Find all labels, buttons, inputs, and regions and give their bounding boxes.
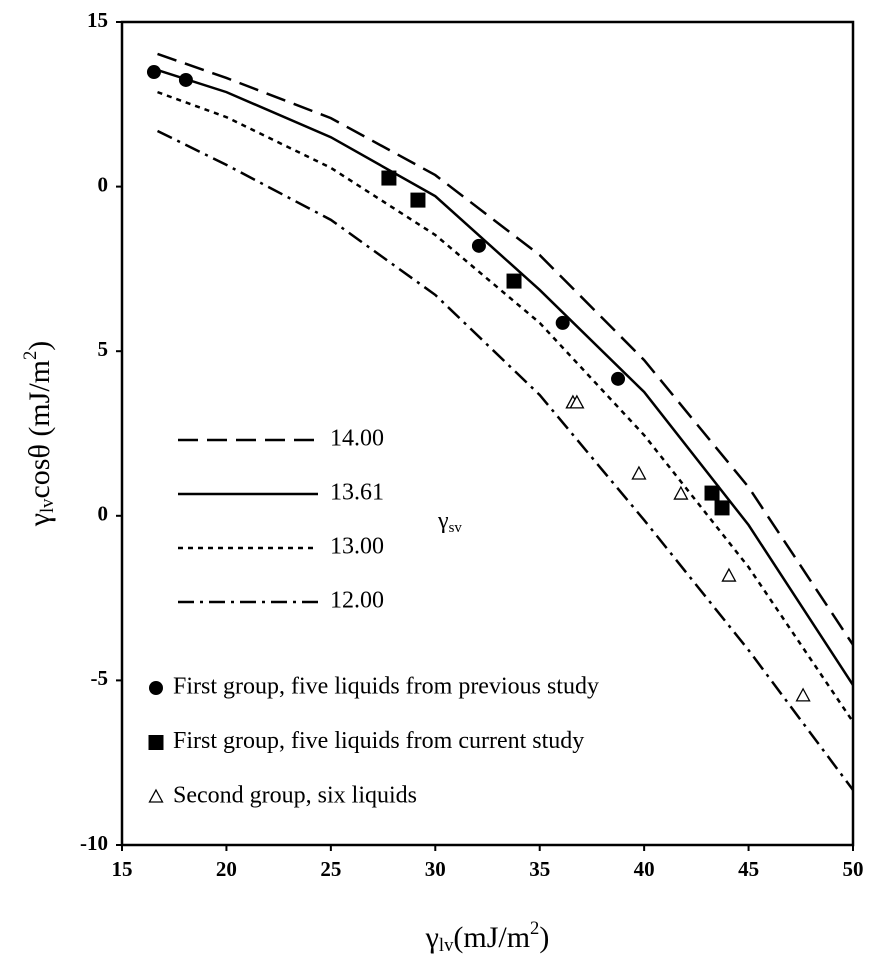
marker (381, 170, 397, 186)
legend-marker (149, 681, 163, 695)
marker (506, 273, 522, 289)
legend-label: Second group, six liquids (173, 783, 417, 809)
label-sup: 2 (530, 918, 539, 939)
x-tick-label: 15 (112, 857, 133, 881)
label-sub: lv (37, 498, 58, 513)
marker (714, 500, 730, 516)
label-symbol: γ (437, 508, 449, 534)
marker (178, 72, 193, 87)
x-tick-label: 35 (529, 857, 550, 881)
x-axis-label: γlv(mJ/m2) (425, 918, 550, 956)
marker (795, 687, 811, 702)
label-close: ) (23, 341, 56, 351)
marker (611, 371, 626, 386)
marker (471, 238, 486, 253)
label-unit: (mJ/m (453, 921, 530, 954)
marker (704, 485, 720, 501)
marker (721, 567, 737, 582)
label-symbol: γ (425, 921, 439, 954)
label-symbol: γ (23, 513, 56, 527)
curve (157, 90, 855, 723)
x-tick-label: 45 (738, 857, 759, 881)
curve (157, 68, 855, 686)
y-tick-label: 0 (98, 502, 109, 526)
y-tick-label: -5 (91, 666, 109, 690)
legend-label: 13.00 (330, 534, 384, 560)
legend-marker (148, 735, 164, 750)
legend-title: γsv (437, 508, 462, 537)
y-tick-label: 15 (87, 8, 108, 32)
label-unit: cosθ (mJ/m (23, 360, 56, 499)
curve (157, 52, 855, 646)
y-tick-label: -10 (80, 831, 108, 855)
marker (673, 485, 689, 500)
legend-marker (148, 788, 164, 803)
x-tick-label: 25 (320, 857, 341, 881)
marker (631, 465, 647, 480)
plot-frame (120, 20, 855, 847)
label-sub: sv (449, 520, 463, 536)
legend-label: 13.61 (330, 480, 384, 506)
label-sup: 2 (20, 351, 41, 360)
marker (146, 65, 161, 80)
curve (156, 129, 855, 791)
marker (569, 394, 585, 409)
x-tick-label: 50 (843, 857, 864, 881)
y-tick-label: 5 (98, 337, 109, 361)
y-axis-label: γlvcosθ (mJ/m2) (20, 341, 58, 528)
x-tick-label: 40 (634, 857, 655, 881)
x-tick-label: 30 (425, 857, 446, 881)
y-tick-label: 0 (98, 172, 109, 196)
x-tick-label: 20 (216, 857, 237, 881)
legend-label: 12.00 (330, 588, 384, 614)
legend-label: First group, five liquids from current s… (173, 728, 584, 754)
legend-label: First group, five liquids from previous … (173, 674, 599, 700)
marker (555, 315, 570, 330)
label-sub: lv (439, 935, 454, 956)
marker (410, 192, 426, 208)
legend-label: 14.00 (330, 426, 384, 452)
label-close: ) (539, 921, 549, 954)
